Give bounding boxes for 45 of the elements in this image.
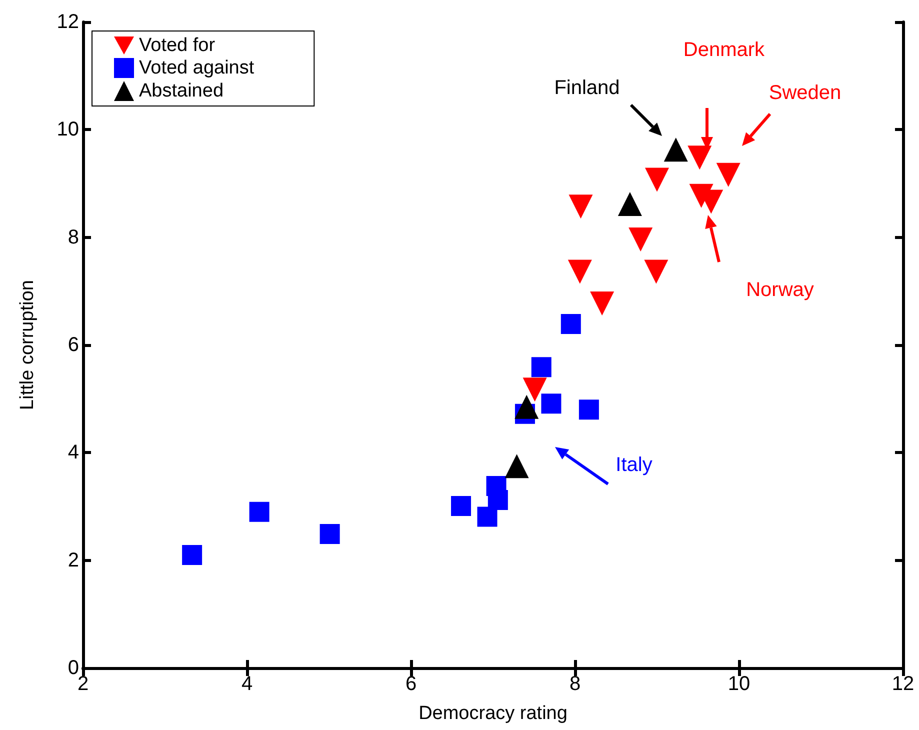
point xyxy=(688,146,712,170)
point xyxy=(477,506,498,527)
x-tick-label: 6 xyxy=(405,673,417,695)
y-tick-label: 0 xyxy=(68,657,79,679)
point xyxy=(451,496,472,516)
point xyxy=(644,260,668,284)
annotation: Denmark xyxy=(683,39,766,61)
y-axis-title: Little corruption xyxy=(17,280,38,410)
point xyxy=(568,194,593,219)
y-tick-label: 10 xyxy=(56,118,79,141)
annotation: Norway xyxy=(746,279,814,301)
annotation: Sweden xyxy=(768,82,842,104)
point xyxy=(645,168,669,192)
point xyxy=(182,544,202,565)
point xyxy=(578,400,599,420)
annotation: Italy xyxy=(616,454,652,476)
legend-label: Voted against xyxy=(139,58,255,78)
point xyxy=(531,357,552,378)
y-tick-label: 6 xyxy=(68,334,79,356)
x-tick-label: 10 xyxy=(728,673,750,695)
point xyxy=(618,192,642,216)
point xyxy=(522,378,547,402)
point xyxy=(664,138,688,162)
point xyxy=(568,260,592,284)
legend-label: Voted for xyxy=(139,35,216,56)
y-tick-label: 4 xyxy=(68,442,79,464)
point xyxy=(504,454,529,478)
point xyxy=(320,524,340,544)
x-tick-label: 8 xyxy=(569,673,581,695)
point xyxy=(590,292,614,316)
point xyxy=(488,490,508,510)
x-tick-label: 12 xyxy=(892,673,914,695)
legend-label: Abstained xyxy=(139,80,224,102)
x-tick-label: 4 xyxy=(241,673,253,695)
point xyxy=(628,227,653,252)
y-tick-label: 2 xyxy=(68,549,79,572)
point xyxy=(249,502,270,522)
point xyxy=(716,162,740,187)
y-tick-label: 12 xyxy=(56,11,79,33)
y-tick-label: 8 xyxy=(68,226,79,248)
x-axis-title: Democracy rating xyxy=(418,703,568,724)
point xyxy=(514,394,539,419)
point xyxy=(560,314,581,334)
point xyxy=(541,394,562,414)
annotation: Finland xyxy=(554,77,620,99)
